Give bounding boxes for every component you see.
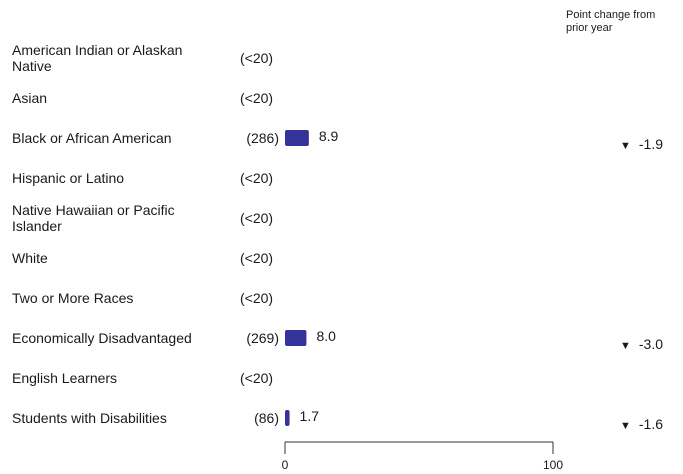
row-label: Hispanic or Latino (12, 170, 125, 186)
bar (285, 130, 309, 146)
row-count: (<20) (240, 210, 274, 226)
row-label: Black or African American (12, 130, 172, 146)
row-label: Two or More Races (12, 290, 134, 306)
point-change-value: -1.6 (638, 416, 663, 432)
row-count: (286) (246, 130, 279, 146)
x-tick-label: 0 (281, 458, 289, 472)
row-label: American Indian or Alaskan Native (12, 42, 183, 74)
down-arrow-icon: ▼ (619, 140, 631, 152)
row-label: White (12, 250, 48, 266)
row-label: English Learners (12, 370, 118, 386)
x-tick-label: 100 (542, 458, 564, 472)
bar-value-label: 8.0 (316, 328, 336, 344)
row-count: (<20) (240, 250, 274, 266)
point-change: ▼ -1.6 (620, 416, 663, 432)
point-change-value: -1.9 (638, 136, 663, 152)
row-count: (269) (246, 330, 279, 346)
down-arrow-icon: ▼ (619, 420, 631, 432)
row-count: (86) (254, 410, 279, 426)
row-label: Native Hawaiian or Pacific Islander (12, 202, 175, 234)
bar-value-label: 8.9 (318, 128, 339, 144)
row-count: (<20) (240, 90, 274, 106)
row-count: (<20) (240, 50, 274, 66)
bar-value-label: 1.7 (299, 408, 320, 424)
bar (285, 330, 307, 346)
point-change: ▼ -3.0 (620, 336, 663, 352)
row-label: Asian (12, 90, 48, 106)
change-column-header: Point change from prior year (566, 9, 656, 34)
row-label: Economically Disadvantaged (12, 330, 192, 346)
point-change-value: -3.0 (638, 336, 663, 352)
point-change: ▼ -1.9 (620, 136, 663, 152)
row-label: Students with Disabilities (12, 410, 167, 426)
row-count: (<20) (240, 170, 274, 186)
bar (285, 410, 290, 426)
row-count: (<20) (240, 370, 274, 386)
down-arrow-icon: ▼ (619, 340, 631, 352)
row-count: (<20) (240, 290, 274, 306)
